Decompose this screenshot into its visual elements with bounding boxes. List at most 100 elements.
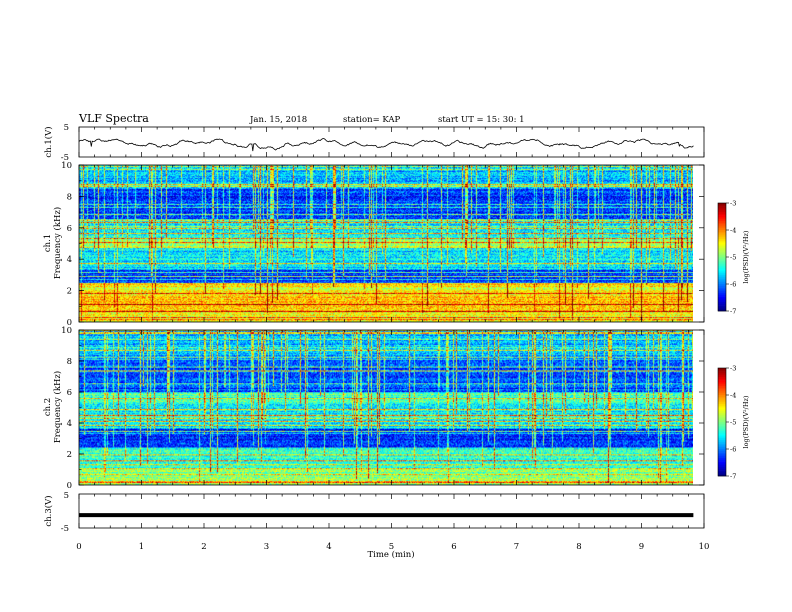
ch1-ylabel: ch.1(V) [43,126,54,157]
colorbar-segment [718,235,726,238]
colorbar-segment [718,237,726,240]
colorbar-segment [718,275,726,278]
colorbar-segment [718,284,726,287]
colorbar-segment [718,267,726,270]
colorbar-segment [718,409,726,412]
header-date: Jan. 15, 2018 [249,115,307,125]
colorbar-segment [718,434,726,437]
ch1-spec-ytick-label: 2 [67,287,72,297]
colorbar-segment [718,396,726,399]
colorbar-segment [718,447,726,450]
colorbar-segment [718,380,726,383]
colorbar-segment [718,222,726,225]
ch2-spec-ytick-label: 10 [61,326,72,336]
ch2-spectrogram-panel: 0 2 4 6 8 10 ch.2 Frequency (kHz) -3 -4 -5 -6 -7 l… [43,326,750,491]
colorbar-segment [718,248,726,251]
colorbar-segment [718,393,726,396]
colorbar-segment [718,413,726,416]
ch1-spectrogram-image [79,165,693,322]
colorbar-segment [718,405,726,408]
colorbar-segment [718,302,726,305]
ch1-waveform-panel: 5 -5 ch.1(V) [43,123,705,163]
ch1-spectrogram-panel: 0 2 4 6 8 10 ch.1 Frequency (kHz) -3 -4 -5 -6 -7 l… [43,161,750,328]
colorbar-segment [718,382,726,385]
time-tick-label: 8 [576,542,581,552]
colorbar-segment [718,420,726,423]
colorbar-segment [718,423,726,426]
colorbar-segment [718,425,726,428]
ch2-spec-ytick-label: 0 [67,481,72,491]
colorbar-tick-label: -6 [730,446,736,454]
ch1-ytick-top: 5 [64,123,69,133]
colorbar-segment [718,215,726,218]
time-tick-label: 0 [76,542,81,552]
ch2-spec-ytick-label: 4 [67,419,72,429]
colorbar-segment [718,407,726,410]
colorbar-tick-label: -3 [730,200,736,208]
colorbar-segment [718,276,726,279]
colorbar-segment [718,224,726,227]
colorbar-segment [718,463,726,466]
colorbar-segment [718,249,726,252]
colorbar-segment [718,203,726,206]
time-axis-tick-labels: 0 1 2 3 4 5 6 7 8 9 10 [76,542,709,552]
ch2-spec-ytick-label: 6 [67,388,72,398]
time-tick-label: 10 [699,542,710,552]
colorbar-segment [718,441,726,444]
colorbar-segment [718,289,726,292]
colorbar-segment [718,273,726,276]
colorbar-tick-label: -4 [730,227,736,235]
ch2-spec-ytick-label: 8 [67,357,72,367]
header-start-time: start UT = 15: 30: 1 [438,115,525,125]
colorbar-segment [718,300,726,303]
ch2-frequency-ticks: 0 2 4 6 8 10 [61,326,704,491]
ch3-ylabel: ch.3(V) [43,495,54,526]
colorbar-segment [718,472,726,475]
colorbar-segment [718,257,726,260]
colorbar-segment [718,438,726,441]
colorbar-segment [718,398,726,401]
colorbar-segment [718,231,726,234]
colorbar-segment [718,266,726,269]
colorbar-segment [718,262,726,265]
colorbar-segment [718,389,726,392]
time-tick-label: 4 [326,542,331,552]
colorbar-segment [718,244,726,247]
colorbar-segment [718,246,726,249]
colorbar-segment [718,285,726,288]
colorbar-segment [718,264,726,267]
ch3-ytick-top: 5 [64,491,69,501]
colorbar-segment [718,378,726,381]
colorbar-tick-label: -4 [730,392,736,400]
ch3-waveform-frame [78,493,705,529]
colorbar-segment [718,445,726,448]
ch1-spectrogram-ylabel: Frequency (kHz) [52,207,63,279]
ch3-ytick-bottom: -5 [61,524,69,534]
colorbar-segment [718,226,726,229]
colorbar-label: log(PSD)(V²/Hz) [742,395,750,448]
colorbar-segment [718,271,726,274]
time-axis-label: Time (min) [367,549,414,560]
colorbar-segment [718,468,726,471]
colorbar-segment [718,395,726,398]
colorbar-tick-label: -3 [730,365,736,373]
colorbar-segment [718,414,726,417]
ch2-colorbar: -3 -4 -5 -6 -7 log(PSD)(V²/Hz) [717,365,750,481]
colorbar-segment [718,456,726,459]
ch1-spec-ytick-label: 6 [67,224,72,234]
colorbar-segment [718,375,726,378]
colorbar-segment [718,240,726,243]
time-tick-label: 7 [514,542,519,552]
colorbar-segment [718,221,726,224]
colorbar-segment [718,465,726,468]
colorbar-segment [718,369,726,372]
colorbar-segment [718,386,726,389]
colorbar-segment [718,384,726,387]
colorbar-segment [718,307,726,310]
colorbar-segment [718,242,726,245]
colorbar-segment [718,233,726,236]
colorbar-segment [718,253,726,256]
colorbar-segment [718,251,726,254]
colorbar-segment [718,287,726,290]
